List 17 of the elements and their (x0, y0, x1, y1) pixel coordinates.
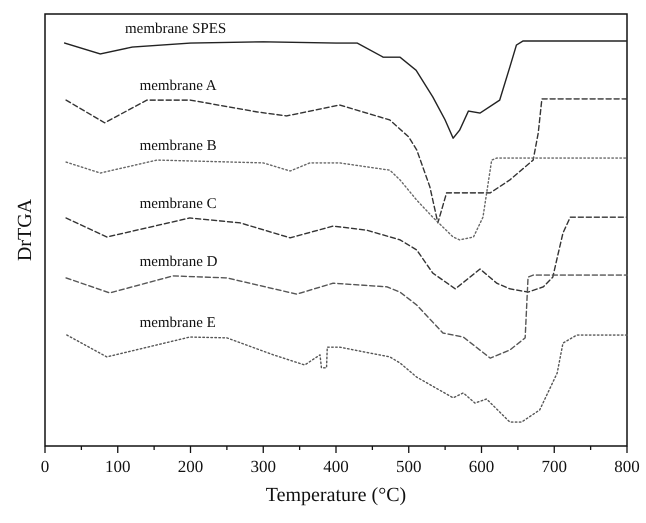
y-axis-title: DrTGA (14, 198, 36, 262)
series-label: membrane B (140, 138, 217, 154)
x-tick-label: 100 (105, 457, 130, 476)
x-tick-label: 200 (178, 457, 204, 476)
x-tick-label: 400 (323, 457, 349, 476)
x-tick-label: 800 (614, 457, 640, 476)
x-tick-label: 700 (542, 457, 567, 476)
series-label: membrane SPES (125, 21, 226, 38)
series-label: membrane A (140, 78, 217, 94)
x-tick-label: 300 (250, 457, 276, 476)
series-label: membrane C (140, 196, 217, 212)
x-tick-label: 0 (40, 457, 50, 476)
x-tick-label: 500 (396, 457, 422, 476)
series-label: membrane E (140, 315, 216, 332)
series-label: membrane D (140, 254, 218, 270)
x-tick-label: 600 (468, 457, 494, 476)
x-axis-title: Temperature (°C) (266, 484, 406, 506)
